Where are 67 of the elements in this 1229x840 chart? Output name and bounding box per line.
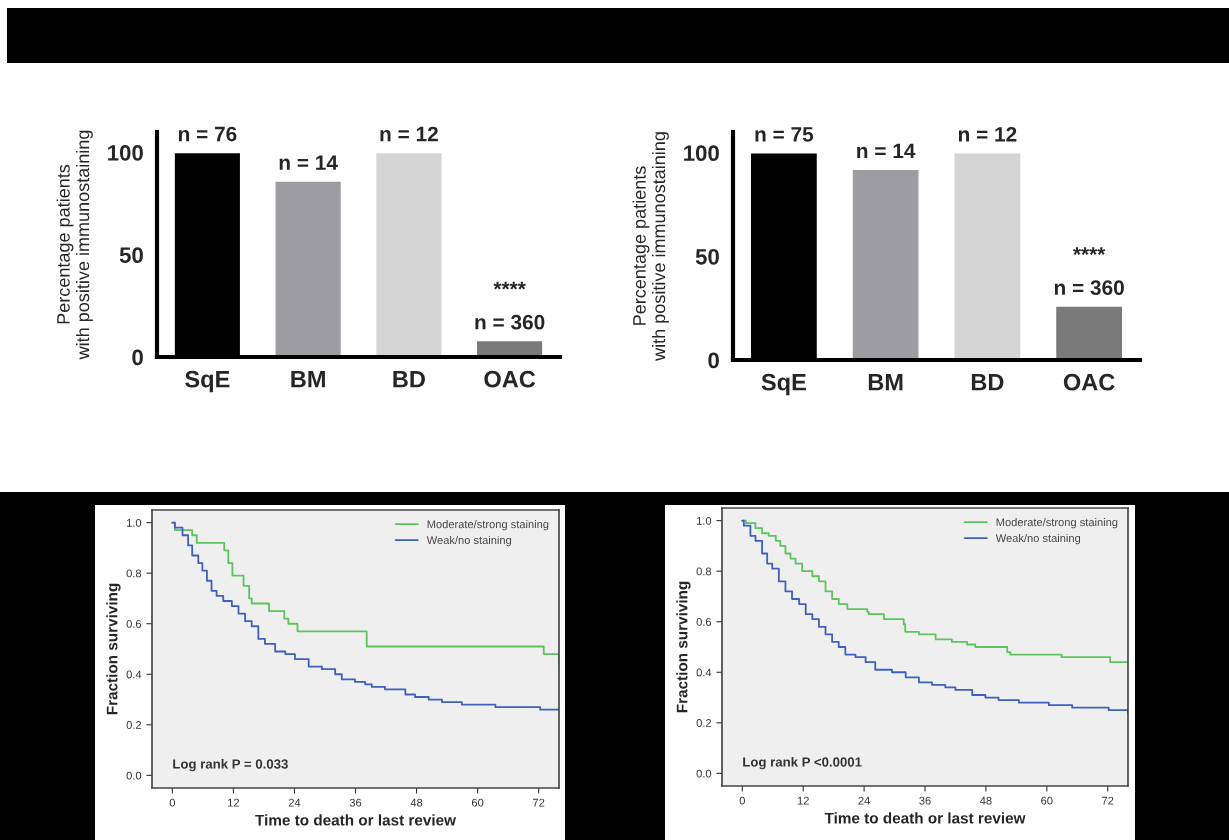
annotation: ****	[493, 281, 526, 290]
x-tick-label: 36	[349, 798, 362, 807]
x-tick-label: 0	[169, 798, 176, 807]
annotation: Log rank P = 0.033	[173, 758, 288, 772]
annotation: n = 76	[178, 126, 237, 142]
bar	[851, 168, 920, 360]
y-axis-title: Fraction surviving	[106, 583, 121, 715]
y-tick-label: 50	[119, 247, 143, 263]
y-tick-label: 0.4	[696, 668, 712, 677]
y-axis-title: Percentage patients with positive immunostaining	[632, 132, 669, 361]
x-tick-label: OAC	[1063, 373, 1115, 391]
x-tick-label: BD	[393, 371, 425, 388]
y-tick-label: 0.2	[126, 721, 142, 729]
annotation: n = 12	[958, 126, 1017, 142]
x-tick-label: SqE	[761, 373, 806, 396]
x-tick-label: 72	[1102, 796, 1114, 805]
x-tick-label: BD	[971, 374, 1004, 391]
x-tick-label: 48	[979, 796, 992, 805]
annotation: n = 14	[857, 143, 916, 159]
x-tick-label: OAC	[484, 370, 536, 388]
y-tick-label: 50	[695, 248, 719, 265]
y-tick-label: 0.2	[696, 719, 712, 727]
x-tick-label: 24	[288, 798, 301, 807]
y-tick-label: 0.8	[696, 567, 712, 576]
y-tick-label: 0.6	[696, 617, 712, 626]
y-tick-label: 100	[108, 144, 143, 161]
y-axis-title: Fraction surviving	[676, 581, 691, 713]
bar	[1054, 305, 1124, 360]
y-tick-label: 0.8	[126, 569, 142, 578]
y-tick-label: 0	[708, 352, 719, 369]
bar	[953, 152, 1022, 360]
y-tick-label: 1.0	[126, 518, 142, 527]
x-tick-label: 12	[797, 796, 809, 805]
annotation: n = 360	[475, 314, 545, 330]
y-tick-label: 0	[132, 349, 143, 366]
annotation: n = 14	[279, 155, 338, 170]
annotation: n = 360	[1054, 280, 1124, 296]
bar	[374, 151, 443, 357]
legend-label: Moderate/strong staining	[427, 520, 549, 531]
x-tick-label: 0	[739, 796, 745, 805]
y-tick-label: 0.4	[126, 670, 142, 679]
y-tick-label: 0.6	[126, 619, 142, 628]
y-tick-label: 0.0	[126, 771, 142, 780]
legend-label: Moderate/strong staining	[996, 518, 1118, 529]
x-tick-label: 60	[1041, 796, 1053, 805]
annotation: n = 12	[380, 126, 438, 142]
x-tick-label: 12	[228, 798, 240, 807]
bar	[274, 180, 343, 357]
x-axis-title: Time to death or last review	[824, 812, 1026, 824]
y-axis-title: Percentage patients with positive immunostaining	[56, 130, 93, 360]
x-axis-title: Time to death or last review	[255, 814, 457, 826]
x-tick-label: 36	[919, 796, 931, 805]
legend-label: Weak/no staining	[995, 533, 1081, 545]
y-tick-label: 1.0	[696, 516, 712, 525]
annotation: Log rank P <0.0001	[743, 756, 862, 770]
x-tick-label: 60	[471, 798, 484, 807]
annotation: n = 75	[755, 127, 814, 142]
x-tick-label: 24	[858, 796, 870, 805]
x-tick-label: BM	[868, 374, 903, 391]
legend-label: Weak/no staining	[426, 535, 512, 547]
annotation: ****	[1072, 247, 1106, 255]
x-tick-label: BM	[291, 371, 325, 388]
y-tick-label: 0.0	[696, 769, 712, 778]
x-tick-label: SqE	[185, 370, 230, 393]
x-tick-label: 72	[533, 798, 545, 807]
y-tick-label: 100	[684, 145, 719, 161]
x-tick-label: 48	[410, 798, 423, 807]
